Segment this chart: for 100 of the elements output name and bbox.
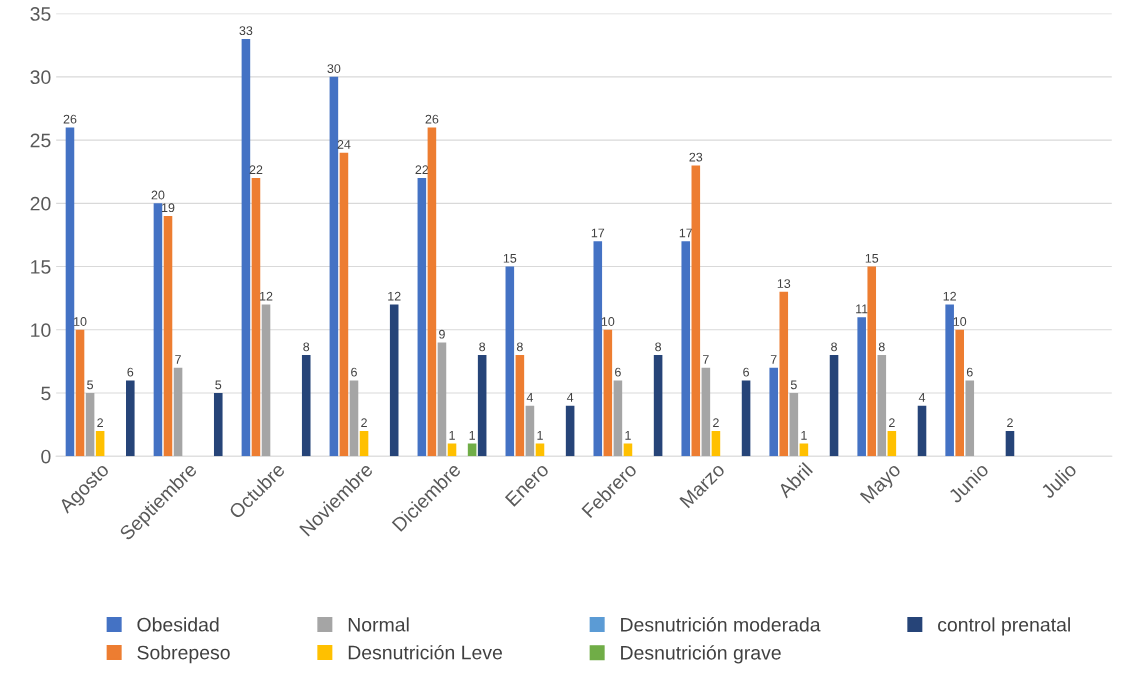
data-label: 4 bbox=[918, 393, 926, 402]
data-label: 1 bbox=[449, 431, 455, 440]
bar bbox=[681, 241, 691, 457]
data-label: 7 bbox=[703, 355, 709, 364]
bar bbox=[955, 329, 964, 457]
bar bbox=[701, 367, 711, 457]
data-label: 5 bbox=[215, 380, 222, 390]
y-tick-label: 30 bbox=[30, 70, 51, 85]
data-label: 6 bbox=[743, 367, 749, 377]
bar bbox=[917, 405, 927, 457]
bar bbox=[525, 405, 535, 457]
data-label: 15 bbox=[503, 253, 517, 263]
y-tick-label: 35 bbox=[30, 7, 51, 21]
bar bbox=[85, 393, 95, 457]
y-tick-label: 5 bbox=[41, 386, 51, 401]
bar bbox=[349, 380, 359, 457]
data-label: 8 bbox=[831, 342, 837, 352]
bar bbox=[389, 304, 399, 457]
bar bbox=[301, 355, 311, 457]
bar bbox=[329, 76, 339, 457]
bar bbox=[339, 152, 349, 457]
legend-label: Normal bbox=[348, 617, 409, 632]
bar bbox=[241, 38, 251, 457]
data-label: 12 bbox=[260, 291, 273, 301]
bar bbox=[1005, 430, 1015, 457]
bar bbox=[741, 380, 751, 457]
legend-label: Desnutrición moderada bbox=[621, 617, 821, 632]
bar bbox=[857, 317, 866, 457]
bar bbox=[75, 329, 85, 457]
data-label: 26 bbox=[63, 114, 77, 124]
data-label: 1 bbox=[801, 431, 807, 440]
legend-label: Obesidad bbox=[137, 617, 219, 632]
bar bbox=[213, 393, 223, 457]
data-label: 8 bbox=[303, 342, 310, 352]
bar bbox=[877, 355, 887, 457]
bar bbox=[173, 367, 183, 457]
data-label: 4 bbox=[566, 393, 574, 402]
data-label: 17 bbox=[591, 228, 605, 238]
data-label: 8 bbox=[878, 342, 885, 352]
data-label: 30 bbox=[327, 64, 341, 73]
y-tick-label: 20 bbox=[30, 196, 51, 211]
bar bbox=[477, 355, 487, 457]
data-label: 2 bbox=[713, 418, 719, 427]
bar bbox=[251, 178, 261, 457]
data-label: 5 bbox=[790, 380, 797, 390]
bar bbox=[829, 355, 839, 457]
bar bbox=[691, 165, 701, 457]
bar bbox=[153, 203, 163, 457]
bar bbox=[427, 127, 437, 457]
bar bbox=[565, 405, 575, 457]
y-tick-label: 15 bbox=[31, 260, 51, 274]
data-label: 10 bbox=[601, 317, 615, 326]
bar bbox=[65, 127, 75, 457]
y-tick-label: 10 bbox=[31, 323, 51, 338]
bar bbox=[603, 329, 613, 457]
bar bbox=[789, 393, 799, 457]
y-tick-label: 0 bbox=[41, 449, 51, 464]
legend-label: Desnutrición grave bbox=[621, 645, 781, 664]
bar bbox=[95, 430, 105, 457]
x-tick-label: Julio bbox=[1039, 461, 1078, 500]
data-label: 22 bbox=[415, 165, 429, 175]
data-label: 13 bbox=[777, 279, 791, 288]
data-label: 5 bbox=[87, 380, 94, 390]
data-label: 6 bbox=[351, 367, 357, 377]
data-label: 6 bbox=[127, 367, 134, 377]
data-label: 6 bbox=[966, 367, 973, 377]
legend-label: Sobrepeso bbox=[137, 645, 230, 664]
data-label: 7 bbox=[175, 355, 181, 364]
bar bbox=[779, 291, 789, 457]
data-label: 8 bbox=[479, 342, 486, 352]
data-label: 2 bbox=[97, 418, 103, 427]
bar bbox=[769, 367, 779, 457]
data-label: 20 bbox=[151, 190, 165, 200]
bar bbox=[613, 380, 623, 457]
legend-label: Desnutrición Leve bbox=[348, 644, 502, 660]
bar bbox=[711, 430, 721, 457]
data-label: 9 bbox=[439, 329, 445, 339]
data-label: 2 bbox=[889, 418, 895, 427]
data-label: 10 bbox=[74, 317, 87, 326]
bar bbox=[945, 304, 954, 457]
data-label: 23 bbox=[689, 152, 703, 162]
bar bbox=[593, 241, 603, 457]
data-label: 8 bbox=[655, 342, 662, 352]
data-label: 1 bbox=[469, 431, 475, 440]
bar bbox=[163, 215, 173, 457]
data-label: 12 bbox=[943, 291, 956, 301]
data-label: 1 bbox=[625, 431, 631, 440]
data-label: 19 bbox=[162, 203, 175, 213]
data-label: 7 bbox=[770, 355, 777, 364]
bar bbox=[867, 266, 877, 457]
bar bbox=[126, 380, 135, 457]
data-label: 2 bbox=[361, 418, 367, 427]
bar bbox=[965, 380, 975, 457]
data-label: 4 bbox=[526, 393, 534, 402]
bar bbox=[653, 355, 663, 457]
bar bbox=[359, 430, 369, 457]
bar bbox=[505, 266, 515, 457]
data-label: 17 bbox=[679, 228, 693, 238]
bar bbox=[437, 342, 447, 457]
legend-label: control prenatal bbox=[938, 617, 1070, 636]
